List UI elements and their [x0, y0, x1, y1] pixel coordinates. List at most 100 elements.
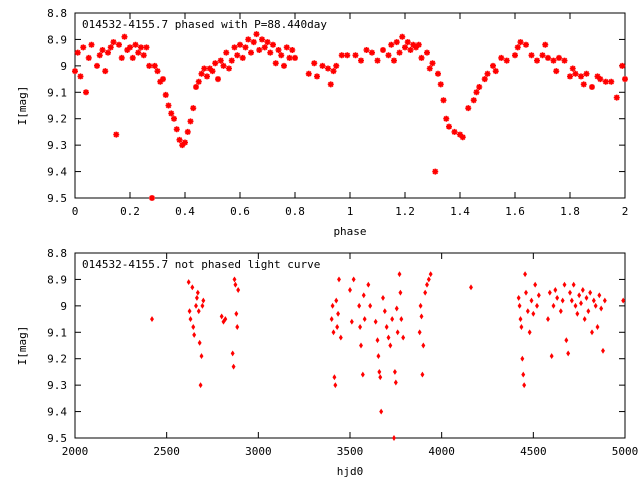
data-point [582, 316, 587, 323]
data-point [160, 76, 166, 83]
data-point [571, 281, 576, 288]
data-point [74, 49, 81, 56]
data-point [248, 49, 254, 56]
data-point [118, 54, 125, 61]
data-point [473, 89, 480, 96]
x-tick-label: 2500 [153, 445, 180, 458]
data-point [374, 57, 381, 64]
data-point [413, 44, 419, 51]
data-point [545, 54, 551, 61]
data-point [237, 41, 243, 48]
data-point [622, 76, 628, 83]
data-point [393, 39, 400, 46]
data-point [232, 276, 237, 283]
data-point [531, 310, 536, 317]
y-tick-label: 9.2 [47, 113, 67, 126]
data-point [533, 281, 538, 288]
data-point [535, 302, 539, 309]
data-point [429, 60, 436, 67]
data-point [209, 68, 216, 75]
data-point [80, 44, 87, 51]
data-point [396, 49, 403, 56]
data-point [588, 289, 593, 296]
data-point [206, 65, 213, 72]
data-point [259, 36, 265, 43]
data-point [191, 324, 196, 330]
data-point [201, 65, 208, 72]
data-point [83, 89, 89, 96]
data-point [415, 41, 422, 48]
data-point [286, 54, 293, 61]
data-point [219, 313, 224, 320]
data-point [314, 73, 320, 80]
data-point [168, 110, 175, 117]
data-point [534, 57, 540, 64]
data-point [421, 342, 426, 349]
data-point [338, 52, 345, 59]
x-tick-label: 1 [347, 205, 354, 218]
data-point [428, 271, 433, 278]
data-point [459, 134, 466, 141]
data-point [85, 54, 92, 61]
data-point [267, 49, 274, 56]
data-point [223, 316, 228, 323]
x-tick-label: 0.8 [285, 205, 305, 218]
x-tick-label: 4000 [428, 445, 455, 458]
data-point [357, 302, 362, 309]
data-point [363, 47, 370, 53]
data-point [236, 287, 241, 293]
data-point [382, 308, 387, 315]
data-point [256, 47, 263, 53]
data-point [465, 105, 472, 112]
data-point [410, 41, 417, 48]
y-tick-label: 9.4 [47, 406, 67, 419]
data-point [523, 41, 529, 48]
plot-frame [74, 252, 626, 439]
data-point [613, 94, 620, 101]
data-point [245, 36, 252, 43]
data-point [529, 297, 534, 304]
data-point [375, 337, 380, 344]
data-point [517, 302, 522, 309]
data-point [512, 52, 518, 59]
data-point [146, 62, 153, 69]
data-point [187, 118, 194, 125]
unphased-light-curve-panel: 2000 2500 3000 3500 4000 4500 5000 8.8 8.9 9 9.1 9.… [16, 247, 638, 478]
data-point [360, 371, 365, 378]
y-tick-label: 8.8 [47, 247, 67, 260]
x-tick-label: 0.4 [175, 205, 195, 218]
data-point [242, 44, 249, 51]
data-point [330, 68, 337, 75]
data-point [292, 54, 298, 61]
x-tick-label: 5000 [612, 445, 639, 458]
data-point [402, 44, 408, 51]
data-point [124, 47, 131, 53]
x-tick-label: 1.2 [395, 205, 415, 218]
data-point [201, 297, 206, 304]
data-point [102, 68, 109, 75]
data-point [253, 31, 260, 38]
data-point [553, 68, 560, 75]
data-point [446, 123, 452, 130]
data-point [390, 316, 395, 323]
data-point [398, 289, 403, 296]
data-point [349, 318, 354, 325]
data-point [261, 44, 268, 51]
data-point [188, 316, 193, 323]
data-point [549, 353, 554, 360]
data-point [608, 78, 615, 85]
data-point [523, 271, 528, 278]
data-point [138, 44, 144, 51]
data-point [186, 279, 191, 286]
data-point [379, 408, 384, 415]
data-point [99, 47, 106, 53]
data-point [275, 47, 282, 53]
data-point [234, 52, 241, 59]
data-point [597, 76, 604, 83]
data-point [233, 281, 238, 288]
data-point [586, 308, 591, 315]
data-point [278, 52, 285, 59]
data-point [601, 347, 605, 354]
data-point [192, 331, 197, 338]
y-tick-label: 9.2 [47, 353, 67, 366]
